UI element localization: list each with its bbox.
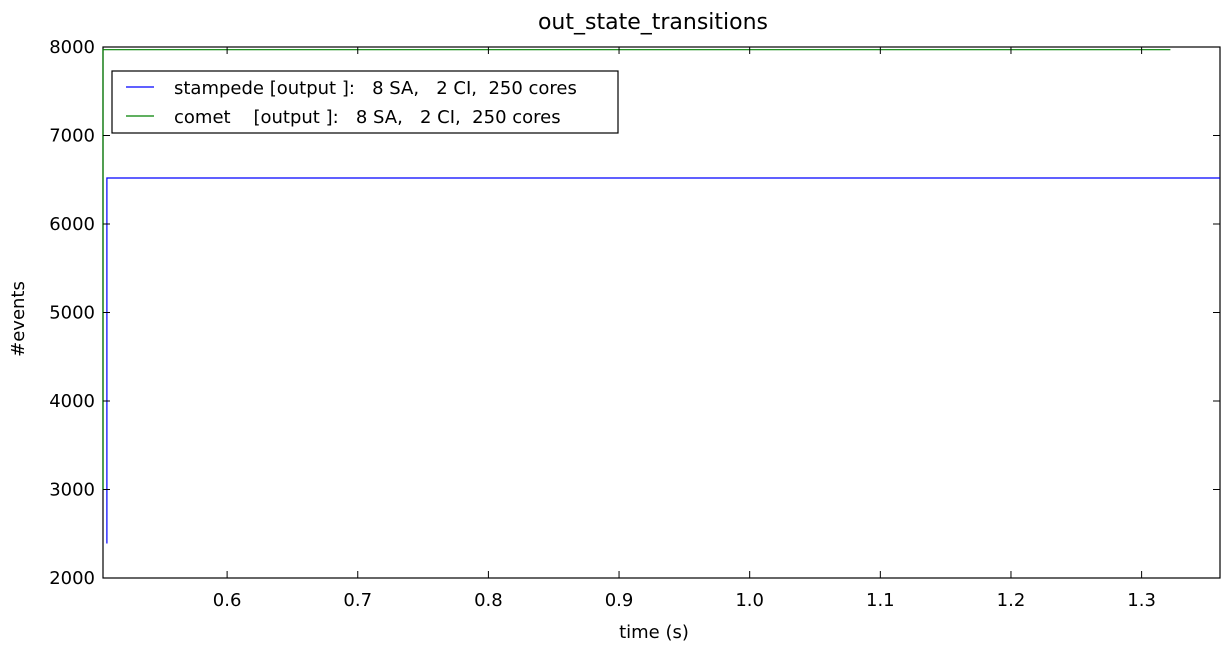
- y-tick-label: 2000: [49, 568, 95, 589]
- axis-ticks: 0.6 0.7 0.8 0.9 1.0 1.1 1.2 1.3 2000 3000 4000 5000…: [49, 37, 1220, 611]
- x-tick-label: 0.6: [213, 590, 242, 611]
- x-axis-label: time (s): [619, 622, 689, 643]
- series-lines: [102, 49, 1220, 544]
- y-tick-label: 4000: [49, 391, 95, 412]
- x-tick-label: 1.1: [866, 590, 895, 611]
- y-tick-label: 3000: [49, 480, 95, 501]
- legend-box: [111, 70, 619, 134]
- legend-label-1: comet [output ]: 8 SA, 2 CI, 250 cores: [174, 107, 561, 128]
- legend-label-0: stampede [output ]: 8 SA, 2 CI, 250 core…: [174, 78, 577, 99]
- x-tick-label: 1.0: [735, 590, 764, 611]
- series-line-1: [102, 49, 1171, 490]
- y-axis-label: #events: [8, 281, 29, 357]
- y-tick-label: 6000: [49, 214, 95, 235]
- x-tick-label: 0.9: [605, 590, 634, 611]
- y-tick-label: 7000: [49, 126, 95, 147]
- y-tick-label: 8000: [49, 37, 95, 58]
- series-line-0: [106, 177, 1220, 544]
- legend: stampede [output ]: 8 SA, 2 CI, 250 core…: [111, 70, 619, 134]
- x-tick-label: 0.7: [343, 590, 372, 611]
- x-tick-label: 1.2: [997, 590, 1026, 611]
- chart-title: out_state_transitions: [538, 10, 768, 35]
- x-tick-label: 1.3: [1127, 590, 1156, 611]
- y-tick-label: 5000: [49, 303, 95, 324]
- x-tick-label: 0.8: [474, 590, 503, 611]
